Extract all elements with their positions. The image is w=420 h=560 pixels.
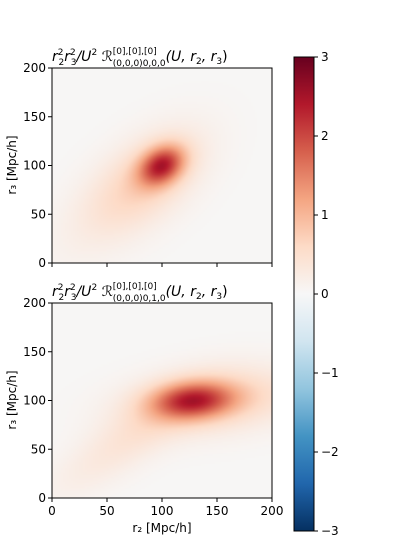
y-tick-label: 150 — [23, 345, 46, 359]
x-tick-label: 50 — [99, 504, 114, 518]
colorbar-tick-label: 3 — [321, 50, 329, 64]
heatmap-image-2 — [52, 303, 272, 498]
y-ticks-2: 0 50 100 150 200 — [23, 296, 52, 505]
y-tick-label: 100 — [23, 394, 46, 408]
panel1-title: r2 2r2 3/U2 ℛ[0],[0],[0] (0,0,0)0,0,0(U, r2… — [52, 47, 228, 69]
y-tick-label: 50 — [31, 207, 46, 221]
x-ticks-2: 0 50 100 150 200 — [48, 498, 283, 518]
y-tick-label: 150 — [23, 110, 46, 124]
x-tick-label: 0 — [48, 504, 56, 518]
colorbar-tick-label: 0 — [321, 287, 329, 301]
x-tick-label: 150 — [206, 504, 229, 518]
y-tick-label: 200 — [23, 296, 46, 310]
colorbar-tick-label: −2 — [321, 445, 339, 459]
heatmap-panel-1: 0 50 100 150 200 r₃ [Mpc/h] — [5, 61, 273, 270]
y-tick-label: 0 — [38, 491, 46, 505]
y-tick-label: 50 — [31, 442, 46, 456]
colorbar-ticks: 3 2 1 0 −1 −2 −3 — [314, 50, 339, 538]
heatmap-panel-2: 0 50 100 150 200 0 50 100 150 200 r₃ [Mpc/h] r₂ … — [5, 296, 283, 535]
x-tick-label: 200 — [261, 504, 284, 518]
colorbar-tick-label: −3 — [321, 524, 339, 538]
panel2-title: r2 2r2 3/U2 ℛ[0],[0],[0] (0,0,0)0,1,0(U, r2… — [52, 282, 228, 304]
y-axis-label-1: r₃ [Mpc/h] — [5, 135, 19, 194]
y-ticks-1: 0 50 100 150 200 — [23, 61, 52, 270]
heatmap-image-1 — [52, 68, 272, 263]
colorbar-tick-label: 1 — [321, 208, 329, 222]
x-ticks-1 — [51, 263, 273, 267]
y-tick-label: 100 — [23, 159, 46, 173]
colorbar-tick-label: 2 — [321, 129, 329, 143]
y-tick-label: 200 — [23, 61, 46, 75]
colorbar-tick-label: −1 — [321, 366, 339, 380]
x-tick-label: 100 — [151, 504, 174, 518]
x-axis-label-2: r₂ [Mpc/h] — [132, 521, 191, 535]
y-tick-label: 0 — [38, 256, 46, 270]
y-axis-label-2: r₃ [Mpc/h] — [5, 370, 19, 429]
colorbar: 3 2 1 0 −1 −2 −3 — [293, 50, 339, 538]
colorbar-gradient — [294, 57, 314, 531]
